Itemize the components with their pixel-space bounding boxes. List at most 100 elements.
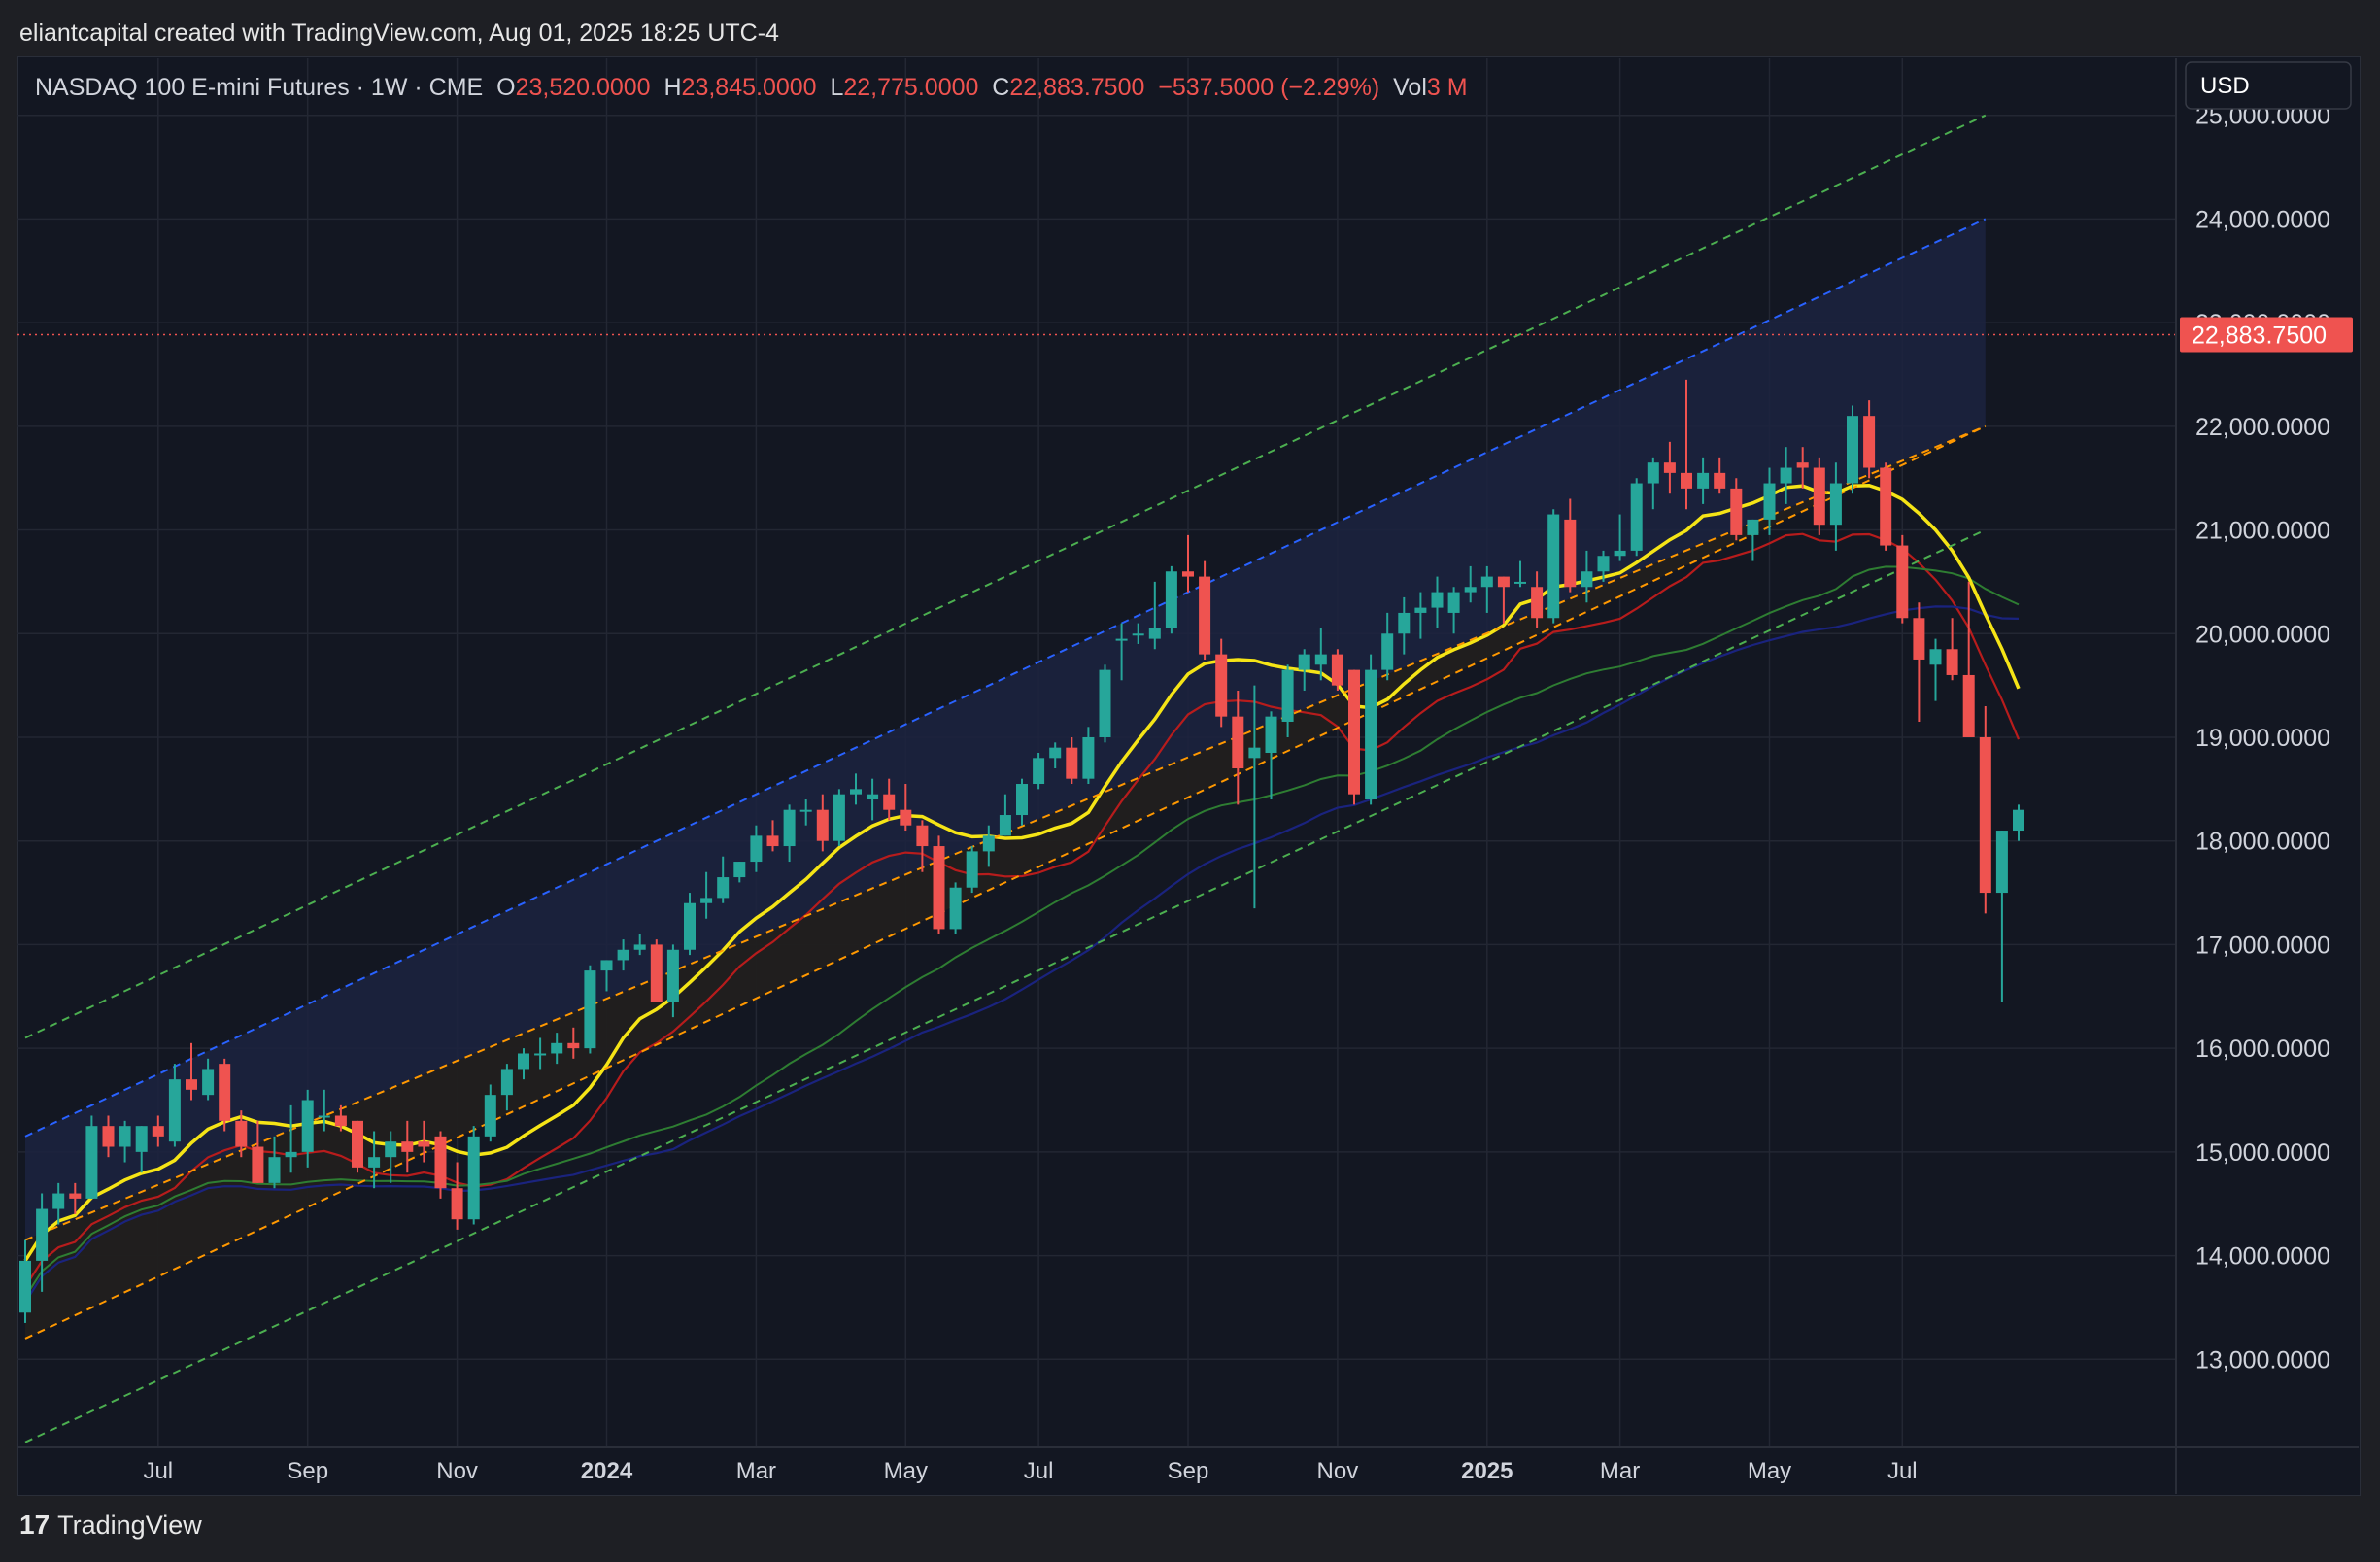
candle-body [334,1115,347,1127]
candle-body [1929,649,1942,665]
y-tick-label: 18,000.0000 [2195,829,2330,856]
candle-body [1033,758,1045,785]
candle-body [152,1126,164,1137]
candle-body [1298,654,1310,670]
candle-body [85,1126,98,1199]
candle-body [982,835,995,852]
candle-body [1165,571,1177,628]
candle-body [219,1064,231,1121]
candle-body [168,1079,181,1142]
candle-body [617,949,629,961]
candle-body [584,970,596,1049]
candle-body [1547,514,1560,619]
y-tick-label: 16,000.0000 [2195,1036,2330,1063]
candle-body [1663,462,1676,473]
candle-body [1132,633,1144,636]
candle-body [1314,654,1327,665]
x-tick-label: Mar [1600,1458,1640,1484]
channel-line-outer-lower [24,528,1987,1443]
candle-body [1747,519,1759,535]
candle-body [1016,784,1028,816]
candle-body [119,1126,131,1147]
channel-line-middle-lower [24,424,1987,1340]
candle-body [1780,467,1792,484]
candle-body [1398,612,1411,634]
candle-body [1348,669,1360,795]
candle-body [1681,472,1692,489]
candle-body [816,809,829,841]
candle-body [999,815,1011,836]
candle-body [418,1141,430,1147]
candle-body [1630,483,1643,551]
currency-button[interactable]: USD [2200,73,2250,99]
ma-slow-line [24,605,2020,1304]
candle-body [368,1157,381,1168]
y-tick-label: 20,000.0000 [2195,621,2330,648]
candle-body [2013,809,2024,832]
candle-body [916,825,929,847]
candle-body [1896,545,1909,619]
candle-body [1265,716,1277,753]
y-tick-label: 14,000.0000 [2195,1243,2330,1271]
y-tick-label: 17,000.0000 [2195,932,2330,959]
candle-body [733,862,746,878]
candle-body [1182,571,1194,577]
candle-body [1647,462,1659,484]
candle-body [551,1042,563,1054]
candle-body [1581,571,1593,588]
candle-body [285,1151,297,1158]
x-tick-label: Jul [1024,1458,1054,1484]
close-label: C [978,74,1009,101]
high-label: H [651,74,682,101]
candle-body [385,1141,397,1158]
candle-body [1813,467,1825,526]
candle-body [467,1136,480,1220]
ohlc-legend: NASDAQ 100 E-mini Futures · 1W · CME O23… [35,74,1468,101]
brand-name: TradingView [57,1510,202,1540]
x-tick-label: 2025 [1461,1458,1513,1484]
candle-body [1863,416,1876,468]
candle-body [1049,747,1062,759]
candle-body [799,809,812,812]
y-tick-label: 21,000.0000 [2195,518,2330,545]
candle-body [135,1126,148,1152]
candle-body [1962,674,1975,737]
candle-body [1281,669,1294,722]
channel-upper-fill [25,219,1986,1240]
candle-body [1480,576,1493,588]
x-tick-label: 2024 [581,1458,633,1484]
volume-value: 3 M [1427,74,1468,101]
candle-body [484,1095,496,1137]
candle-body [717,877,730,899]
candle-body [1232,716,1244,769]
candle-body [1215,654,1228,717]
candle-body [401,1141,414,1152]
candle-body [352,1120,363,1168]
candle-body [1414,607,1427,613]
candle-body [52,1193,65,1209]
author-credit: eliantcapital created with TradingView.c… [19,19,779,47]
candle-body [534,1053,547,1056]
candle-body [1365,669,1377,800]
candle-body [500,1069,513,1096]
tradingview-brand[interactable]: 17 TradingView [19,1510,202,1541]
price-tag-bg [2180,317,2353,353]
candle-body [1514,581,1526,584]
candle-body [202,1069,215,1096]
candle-body [850,789,862,795]
instrument-name: NASDAQ 100 E-mini Futures · 1W · CME [35,74,483,101]
volume-label: Vol [1379,74,1427,101]
candle-body [19,1260,31,1313]
y-tick-label: 22,000.0000 [2195,414,2330,441]
candle-body [1730,488,1743,535]
close-value: 22,883.7500 [1009,74,1144,101]
candle-body [1614,550,1626,557]
candle-body [1381,633,1394,670]
candle-body [1946,649,1958,675]
candle-body [766,835,779,847]
candle-body [1497,576,1510,588]
candle-body [1431,592,1444,608]
candle-body [1847,416,1858,484]
